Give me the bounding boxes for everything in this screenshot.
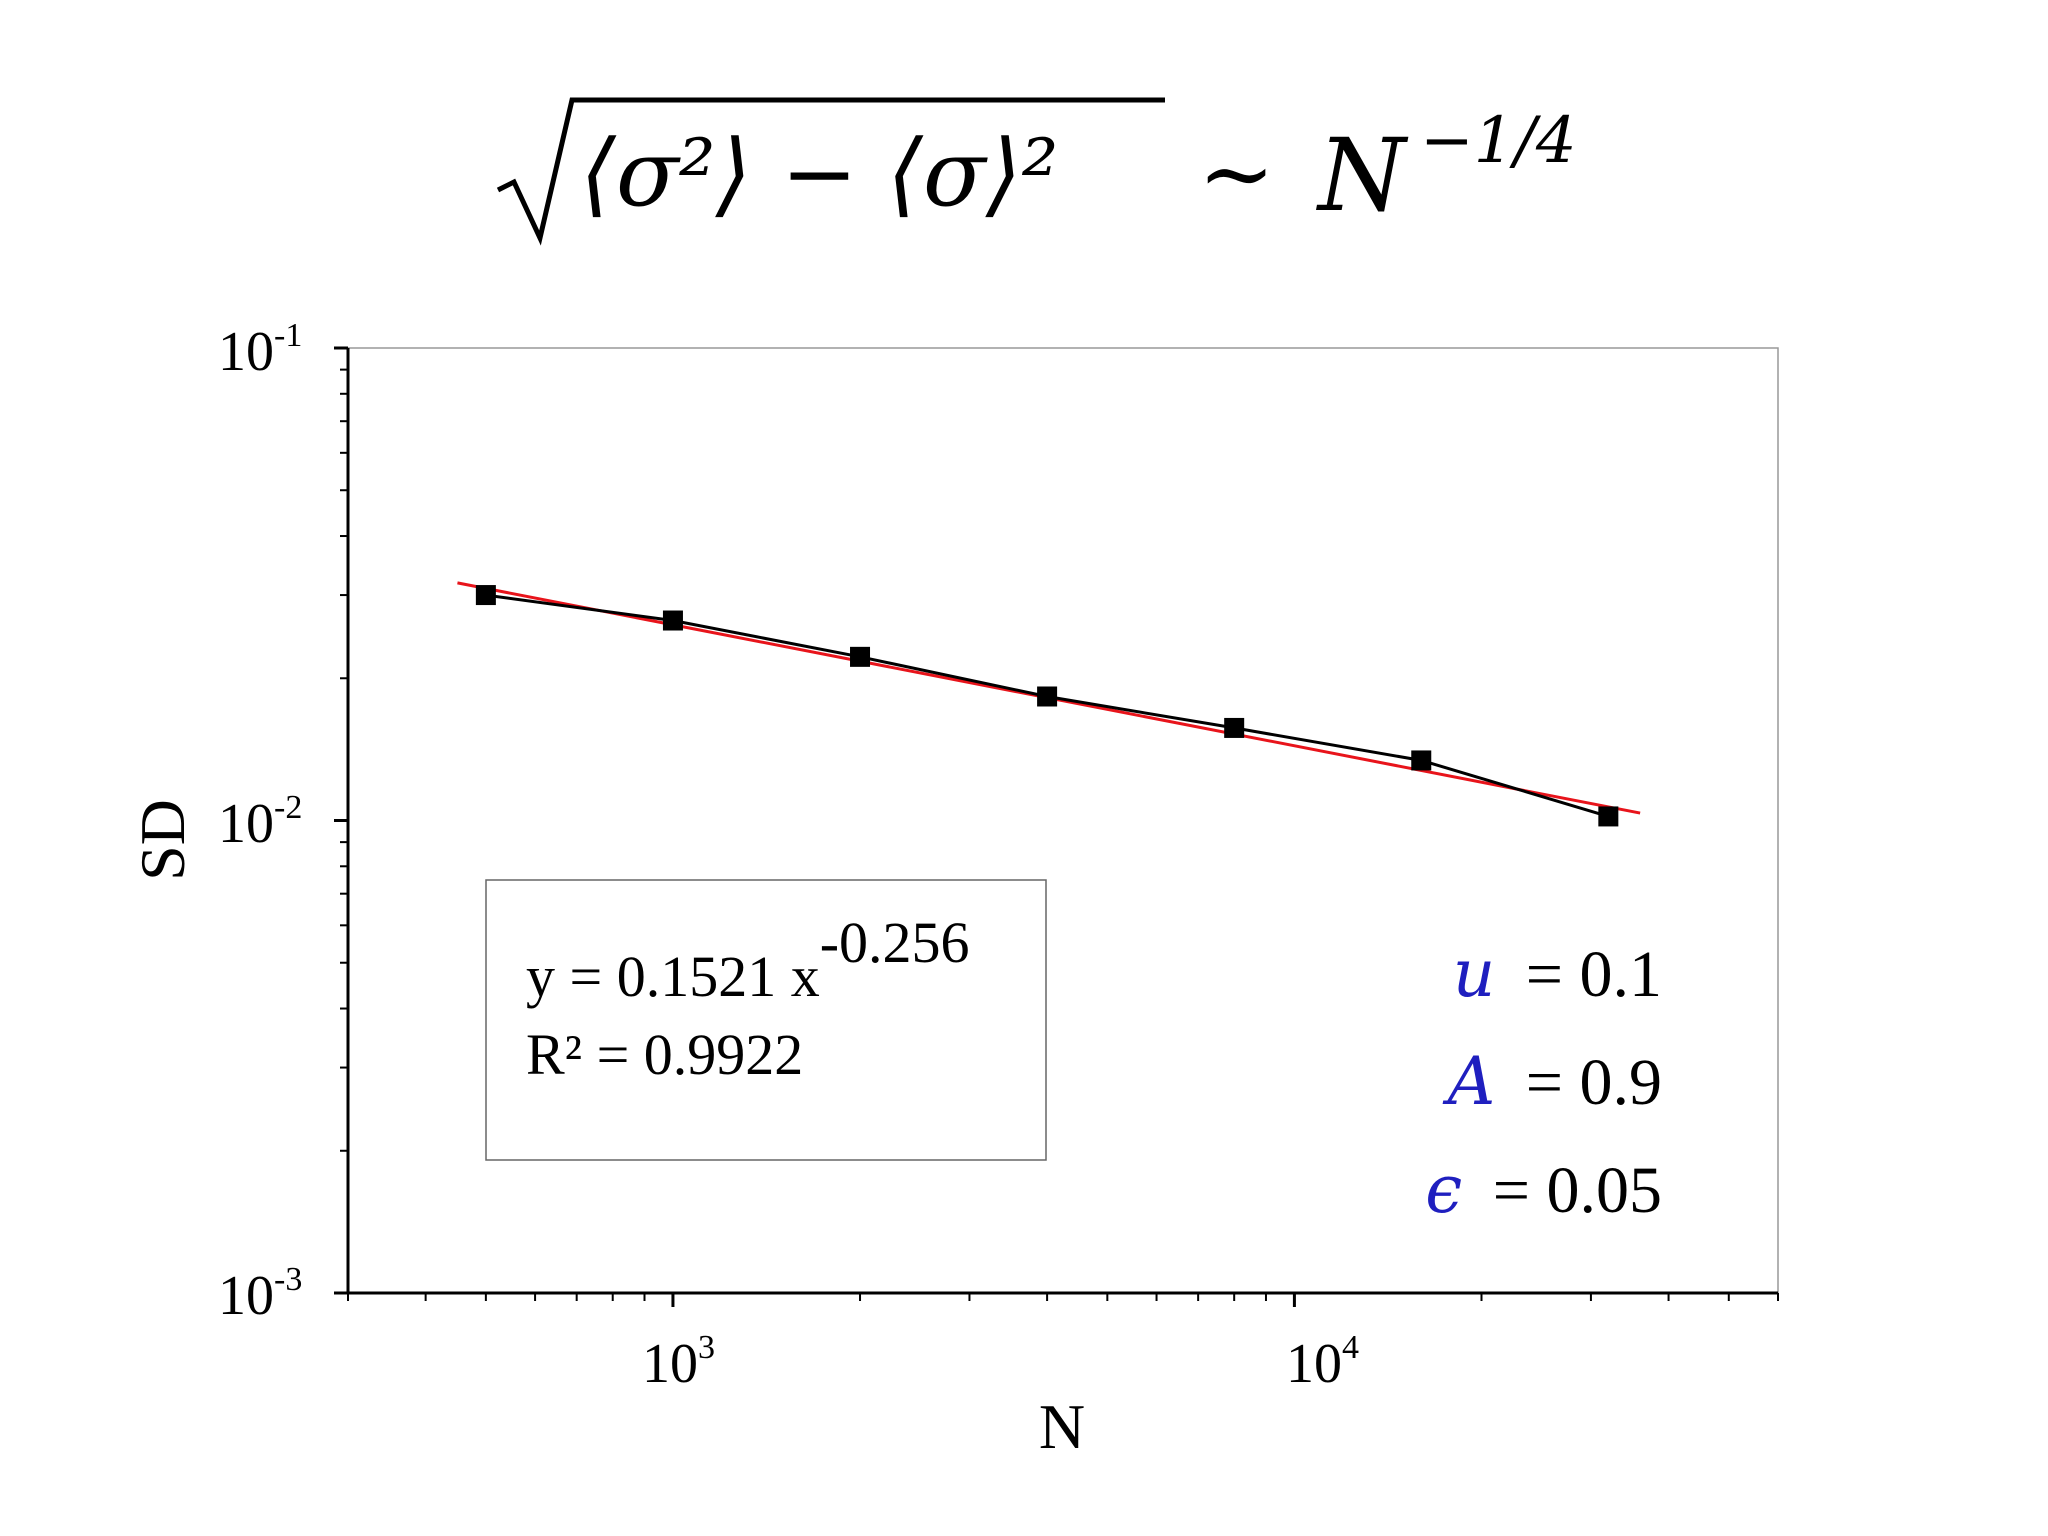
minor-ticks xyxy=(340,368,1779,1301)
formula-relation: ∼ xyxy=(1198,120,1275,227)
y-axis-label: SD xyxy=(127,799,198,881)
y-tick-label-0.001: 10-3 xyxy=(218,1261,302,1327)
x-tick-label-1000: 103 xyxy=(642,1329,715,1395)
fit-equation: y = 0.1521 x-0.256 xyxy=(526,910,970,1009)
fit-equation-box: y = 0.1521 x-0.256 R² = 0.9922 xyxy=(485,879,1047,1161)
y-tick-labels: 10-1 10-2 10-3 xyxy=(218,317,302,1327)
parameter-u: u = 0.1 xyxy=(1453,935,1662,1012)
y-tick-label-0.1: 10-1 xyxy=(218,317,302,383)
series-layer xyxy=(475,585,1619,827)
major-ticks xyxy=(334,346,1296,1307)
parameters: u = 0.1 A = 0.9 ϵ = 0.05 xyxy=(1425,935,1662,1228)
sqrt-sign xyxy=(496,97,1165,246)
plot-area xyxy=(334,346,1779,1307)
data-point xyxy=(475,585,496,606)
parameter-epsilon-symbol: ϵ xyxy=(1425,1151,1462,1228)
data-point xyxy=(850,646,871,667)
parameter-a: A = 0.9 xyxy=(1442,1043,1662,1120)
x-tick-label-10000: 104 xyxy=(1286,1329,1359,1395)
data-point xyxy=(1037,686,1058,707)
data-point xyxy=(1598,806,1619,827)
y-tick-label-0.01: 10-2 xyxy=(218,789,302,855)
parameter-u-symbol: u xyxy=(1453,935,1496,1012)
fit-equation-frame xyxy=(485,879,1047,1161)
data-point xyxy=(662,610,683,631)
x-tick-labels: 103 104 xyxy=(642,1329,1359,1395)
formula-rhs-exponent: −1/4 xyxy=(1420,104,1577,178)
parameter-epsilon: ϵ = 0.05 xyxy=(1425,1151,1662,1228)
x-axis-label: N xyxy=(1039,1391,1085,1462)
fit-r-squared: R² = 0.9922 xyxy=(526,1022,803,1087)
data-point xyxy=(1224,717,1245,738)
title-formula: ⟨σ²⟩ − ⟨σ⟩² ∼ N −1/4 xyxy=(496,97,1577,246)
data-point xyxy=(1411,750,1432,771)
formula-radicand: ⟨σ²⟩ − ⟨σ⟩² xyxy=(580,120,1059,227)
parameter-a-symbol: A xyxy=(1442,1043,1496,1120)
formula-rhs-base: N xyxy=(1316,117,1409,234)
